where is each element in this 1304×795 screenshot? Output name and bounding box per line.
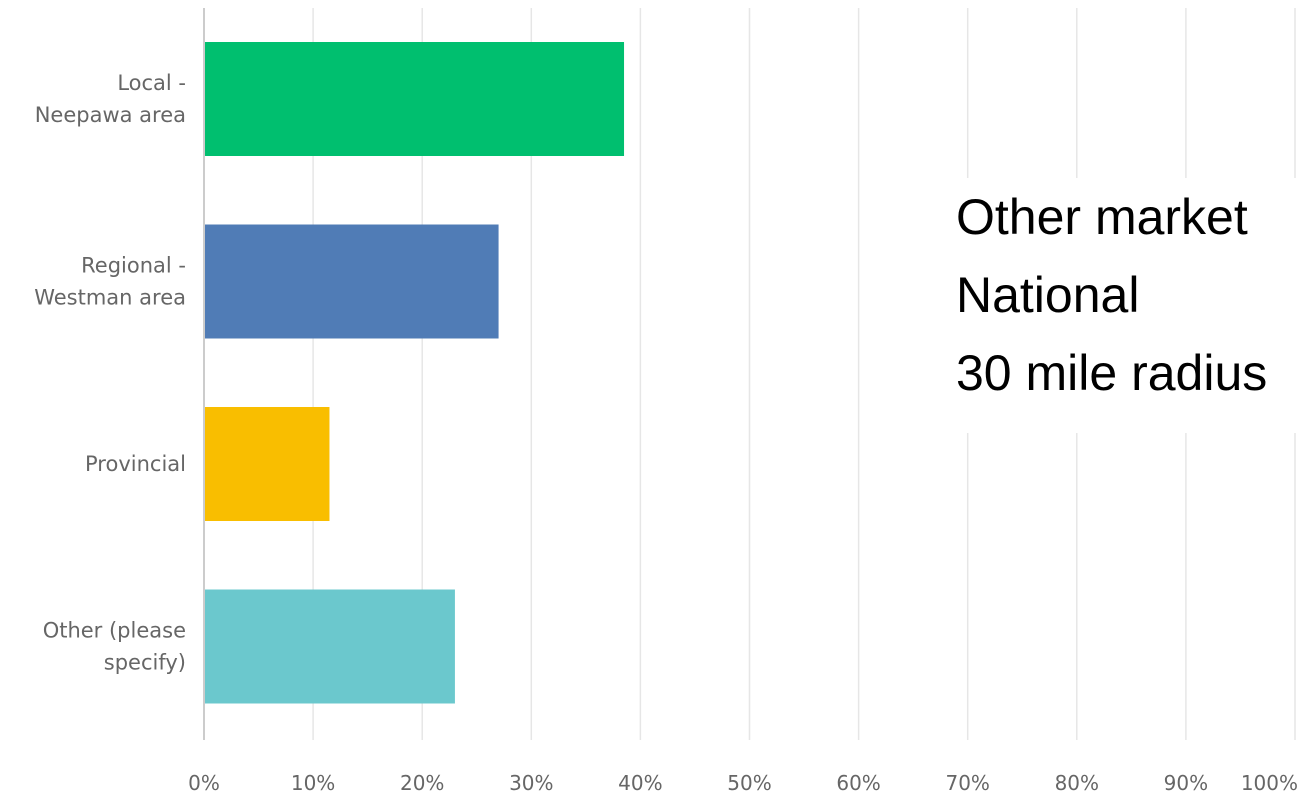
- x-tick-label: 70%: [945, 771, 989, 795]
- category-labels: Local - Neepawa area Regional - Westman are…: [34, 71, 186, 675]
- bars: [204, 42, 624, 704]
- x-tick-label: 90%: [1164, 771, 1208, 795]
- bar: [204, 42, 624, 156]
- category-label: Neepawa area: [35, 103, 186, 127]
- annotation-textbox: Other market National 30 mile radius: [940, 178, 1304, 433]
- x-tick-label: 80%: [1055, 771, 1099, 795]
- x-tick-label: 0%: [188, 771, 220, 795]
- x-tick-label: 40%: [618, 771, 662, 795]
- bar: [204, 590, 455, 704]
- category-label: Local -: [117, 71, 186, 95]
- bar: [204, 225, 499, 339]
- x-tick-label: 10%: [291, 771, 335, 795]
- category-label: Regional -: [81, 254, 186, 278]
- annotation-line-3: 30 mile radius: [940, 334, 1304, 412]
- x-tick-labels: 0% 10% 20% 30% 40% 50% 60% 70% 80% 90% 100%: [188, 771, 1298, 795]
- category-label: specify): [104, 651, 186, 675]
- x-tick-label: 30%: [509, 771, 553, 795]
- annotation-line-1: Other market: [940, 178, 1304, 256]
- category-label: Provincial: [85, 452, 186, 476]
- annotation-line-2: National: [940, 256, 1304, 334]
- x-tick-label: 50%: [727, 771, 771, 795]
- x-tick-label: 60%: [836, 771, 880, 795]
- bar: [204, 407, 329, 521]
- x-tick-label: 20%: [400, 771, 444, 795]
- x-tick-label: 100%: [1241, 771, 1298, 795]
- category-label: Other (please: [43, 619, 186, 643]
- category-label: Westman area: [34, 286, 186, 310]
